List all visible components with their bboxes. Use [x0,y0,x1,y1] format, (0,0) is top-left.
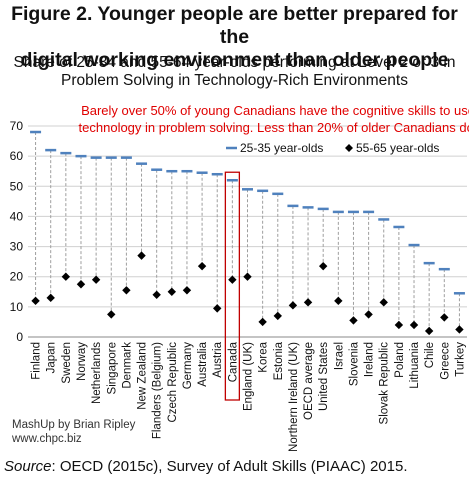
old-marker-northern-ireland-uk [288,301,298,310]
old-marker-new-zealand [137,251,146,260]
y-tick-label: 40 [10,209,24,223]
x-label-slovak-republic: Slovak Republic [379,342,391,425]
x-label-netherlands: Netherlands [91,342,103,404]
legend-young-label: 25-35 year-olds [240,141,323,155]
old-marker-finland [31,296,40,306]
x-label-ireland: Ireland [364,342,376,377]
lollipop-chart: 0 10 20 30 40 50 60 70 Finland Japan Sweden Norway… [10,103,469,452]
x-label-israel: Israel [333,342,345,370]
y-tick-label: 20 [10,270,24,284]
x-label-estonia: Estonia [273,341,285,380]
x-label-greece: Greece [439,342,451,380]
old-marker-united-states [318,261,328,271]
x-label-northern-ireland-uk: Northern Ireland (UK) [288,342,300,452]
old-marker-lithuania [409,320,419,330]
legend-old-label: 55-65 year-olds [356,141,439,155]
x-label-denmark: Denmark [121,342,133,389]
y-tick-label: 60 [10,149,24,163]
chart-title-line-1: Figure 2. Younger people are better prep… [11,3,458,48]
annotation-line-1: Barely over 50% of young Canadians have … [81,103,469,118]
old-marker-flanders-belgium [152,290,161,299]
x-label-korea: Korea [258,341,270,372]
credit-line-2: www.chpc.biz [12,433,82,445]
old-marker-chile [424,326,434,336]
source-note: Source: OECD (2015c), Survey of Adult Sk… [4,458,408,476]
x-label-austria: Austria [212,341,224,377]
x-label-japan: Japan [46,342,58,373]
x-label-poland: Poland [394,342,406,378]
chart-subtitle-line-1: Share of 25-34 and 55-64 year-olds perfo… [13,54,456,71]
chart-title: Figure 2. Younger people are better prep… [0,3,469,72]
x-label-new-zealand: New Zealand [137,342,149,410]
x-label-oecd-average: OECD average [303,342,315,420]
old-marker-canada [228,275,237,284]
old-marker-korea [258,317,267,327]
old-marker-oecd-average [303,298,313,307]
old-marker-austria [213,304,222,313]
chart-title-line-2: digital working environment than older p… [20,49,449,71]
old-marker-germany [182,286,192,295]
x-label-canada: Canada [227,341,239,382]
old-marker-czech-republic [167,287,177,296]
old-marker-estonia [273,311,282,321]
canada-highlight-box [224,171,241,401]
legend: 25-35 year-olds 55-65 year-olds [226,141,439,155]
legend-old-diamond [345,144,353,152]
x-label-finland: Finland [31,342,43,380]
y-tick-label: 10 [10,300,24,314]
old-marker-norway [76,280,86,289]
y-axis: 0 10 20 30 40 50 60 70 [10,119,24,344]
old-marker-slovenia [349,316,358,325]
old-marker-slovak-republic [379,298,388,307]
x-label-lithuania: Lithuania [409,341,421,388]
x-label-norway: Norway [76,342,88,381]
x-label-england-uk: England (UK) [243,342,255,411]
series-old-markers [31,251,464,336]
old-marker-australia [197,261,207,271]
old-marker-poland [394,320,404,330]
y-tick-label: 30 [10,240,24,254]
old-marker-ireland [364,310,373,319]
y-tick-label: 50 [10,179,24,193]
old-marker-netherlands [91,275,101,284]
source-label: Source [4,458,52,475]
x-label-slovenia: Slovenia [348,341,360,386]
old-marker-turkey [455,325,464,334]
old-marker-japan [46,293,55,303]
y-tick-label: 0 [16,330,23,344]
annotation-line-2: technology in problem solving. Less than… [79,120,469,135]
y-tick-label: 70 [10,119,24,133]
x-label-australia: Australia [197,341,209,386]
chart-subtitle: Share of 25-34 and 55-64 year-olds perfo… [0,54,469,90]
x-label-sweden: Sweden [61,342,73,384]
x-label-czech-republic: Czech Republic [167,342,179,423]
old-marker-israel [334,296,343,306]
x-label-turkey: Turkey [454,342,466,377]
x-axis-labels: Finland Japan Sweden Norway Netherlands Singa… [31,341,467,452]
old-marker-sweden [61,272,71,281]
old-marker-england-uk [243,272,252,281]
x-label-singapore: Singapore [106,342,118,394]
source-text: : OECD (2015c), Survey of Adult Skills (… [51,458,408,475]
series-young-markers [30,130,465,295]
x-label-flanders-belgium: Flanders (Belgium) [152,342,164,439]
old-marker-greece [440,313,449,322]
x-label-germany: Germany [182,342,194,390]
old-marker-singapore [107,310,116,319]
old-marker-denmark [122,286,131,295]
x-label-chile: Chile [424,342,436,368]
chart-subtitle-line-2: Problem Solving in Technology-Rich Envir… [61,72,408,89]
credit-line-1: MashUp by Brian Ripley [12,419,136,431]
x-label-united-states: United States [318,342,330,411]
stems [35,132,460,331]
